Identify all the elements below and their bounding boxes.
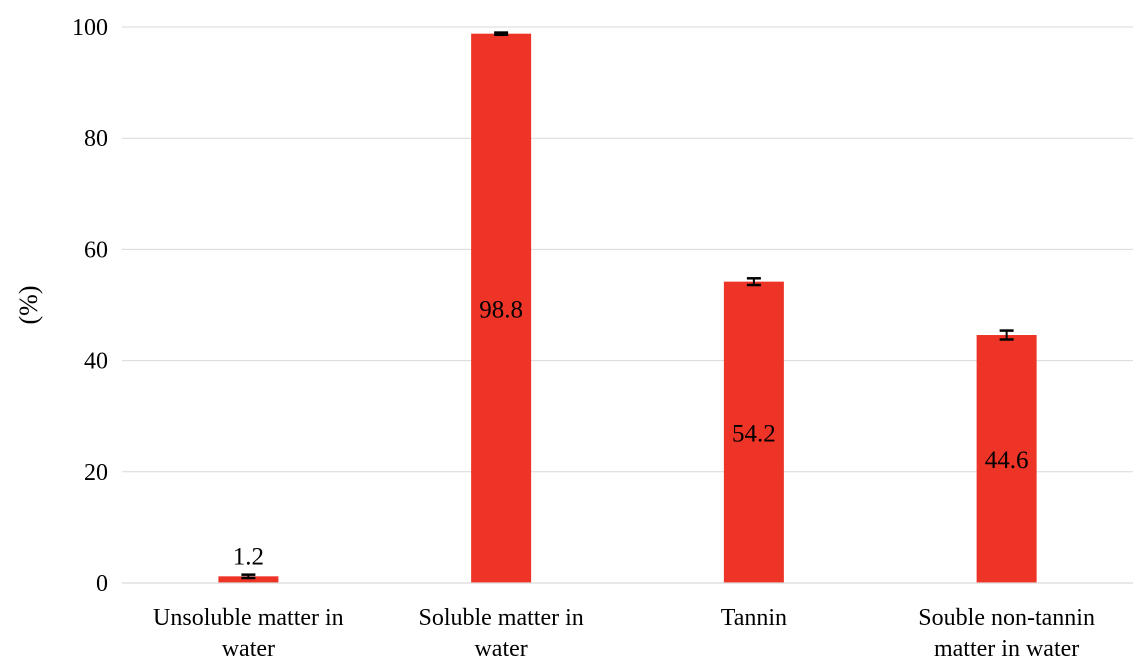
x-tick-label: water (474, 636, 527, 662)
gridlines (122, 26, 1133, 473)
error-bar (999, 329, 1014, 341)
error-bars (241, 31, 1014, 580)
y-tick-label: 80 (84, 126, 108, 152)
x-tick-label: Souble non-tannin (918, 605, 1095, 631)
x-tick-label: matter in water (934, 636, 1079, 662)
error-bar (494, 31, 509, 37)
y-tick-label: 60 (84, 237, 108, 263)
data-label: 1.2 (233, 543, 264, 570)
bars (218, 33, 1037, 584)
error-bar (241, 573, 256, 580)
y-axis-ticks: 0 20 40 60 80 100 (72, 15, 108, 597)
bar (218, 576, 279, 583)
x-tick-label: water (222, 636, 275, 662)
x-tick-label: Unsoluble matter in (153, 605, 344, 631)
bar (471, 33, 532, 584)
y-axis-title: (%) (14, 286, 43, 325)
bar (723, 281, 784, 583)
bar (976, 335, 1037, 583)
data-label: 98.8 (479, 296, 523, 323)
y-tick-label: 20 (84, 460, 108, 486)
data-label: 54.2 (732, 420, 776, 447)
x-tick-label: Tannin (721, 605, 787, 631)
x-tick-label: Soluble matter in (418, 605, 583, 631)
data-label: 44.6 (985, 447, 1029, 474)
y-tick-label: 100 (72, 15, 108, 41)
y-tick-label: 40 (84, 349, 108, 375)
data-labels: 1.2 98.8 54.2 44.6 (233, 296, 1029, 570)
y-tick-label: 0 (96, 571, 108, 597)
x-axis-category-labels: Unsoluble matter in water Soluble matter i… (153, 605, 1095, 662)
error-bar (746, 277, 761, 287)
